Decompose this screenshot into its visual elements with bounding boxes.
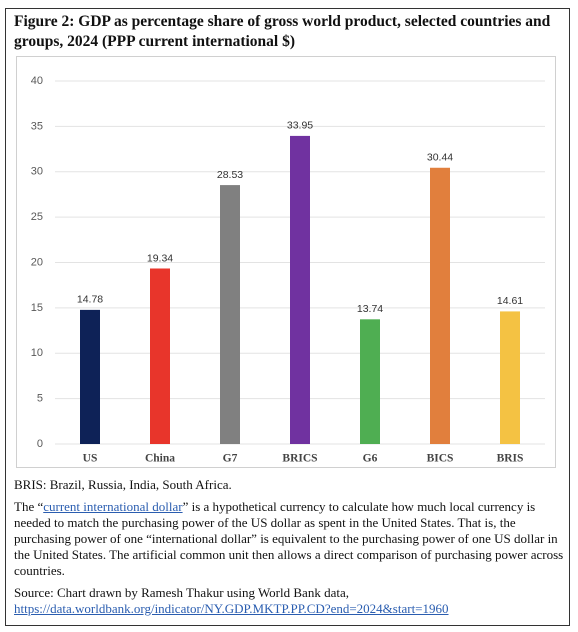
text: Source: Chart drawn by Ramesh Thakur usi… xyxy=(14,585,349,600)
source-link[interactable]: https://data.worldbank.org/indicator/NY.… xyxy=(14,601,449,616)
value-label: 19.34 xyxy=(147,252,173,264)
x-tick-label: G7 xyxy=(223,453,238,465)
bar xyxy=(430,167,450,444)
y-tick-label: 15 xyxy=(31,302,43,314)
y-tick-label: 20 xyxy=(31,256,43,268)
y-tick-label: 0 xyxy=(37,438,43,450)
x-tick-label: China xyxy=(145,453,175,465)
y-tick-label: 10 xyxy=(31,347,43,359)
value-label: 13.74 xyxy=(357,303,383,315)
abbreviation-note: BRIS: Brazil, Russia, India, South Afric… xyxy=(14,477,232,492)
chart: 0 5 10 15 20 25 30 35 40 US 14.78 China 19.34 G7 28.53… xyxy=(16,56,556,468)
source-note: Source: Chart drawn by Ramesh Thakur usi… xyxy=(14,585,564,617)
x-tick-label: US xyxy=(83,453,98,465)
text: The “ xyxy=(14,499,44,514)
value-label: 14.61 xyxy=(497,295,523,307)
value-label: 33.95 xyxy=(287,120,313,132)
bar xyxy=(500,311,520,444)
bar xyxy=(290,135,310,444)
value-label: 14.78 xyxy=(77,294,103,306)
y-tick-label: 40 xyxy=(31,75,43,87)
value-label: 28.53 xyxy=(217,169,243,181)
y-tick-label: 25 xyxy=(31,211,43,223)
bar xyxy=(360,319,380,444)
text: ” is a hypothetical currency to calculat… xyxy=(14,499,564,578)
chart-title: Figure 2: GDP as percentage share of gro… xyxy=(14,13,551,50)
bar xyxy=(150,268,170,444)
figure-frame: Figure 2: GDP as percentage share of gro… xyxy=(5,8,570,626)
notes: BRIS: Brazil, Russia, India, South Afric… xyxy=(14,477,564,623)
definition-link[interactable]: current international dollar xyxy=(43,499,183,514)
bar xyxy=(80,309,100,444)
bar xyxy=(220,185,240,444)
value-label: 30.44 xyxy=(427,152,453,164)
y-tick-label: 5 xyxy=(37,393,43,405)
definition-note: The “current international dollar” is a … xyxy=(14,499,564,579)
x-tick-label: G6 xyxy=(363,453,378,465)
y-tick-label: 35 xyxy=(31,120,43,132)
y-tick-label: 30 xyxy=(31,166,43,178)
x-tick-label: BICS xyxy=(427,453,454,465)
x-tick-label: BRIS xyxy=(497,453,524,465)
x-tick-label: BRICS xyxy=(282,453,317,465)
